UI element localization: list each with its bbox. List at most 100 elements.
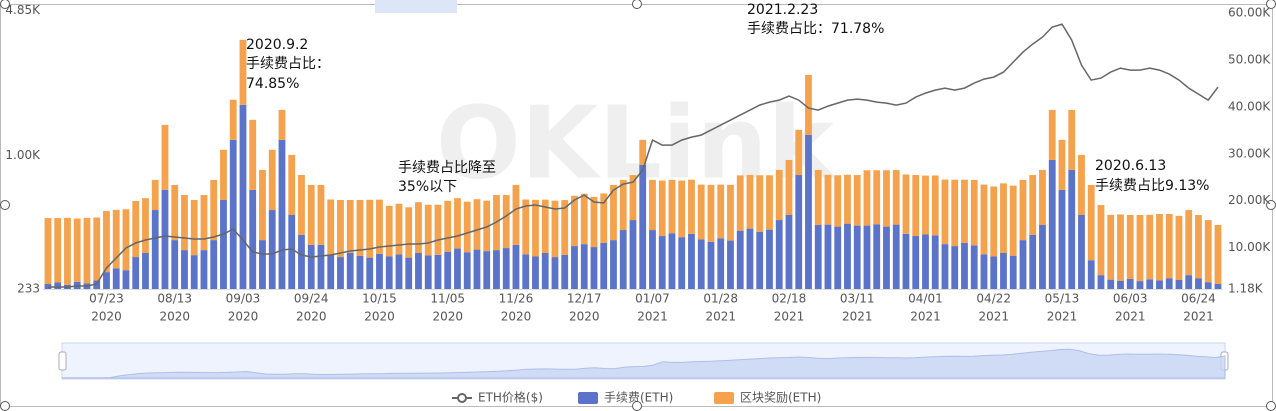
- bar: [824, 174, 832, 225]
- legend-label[interactable]: 区块奖励(ETH): [740, 391, 821, 405]
- bar: [1165, 278, 1173, 289]
- annotation: 2020.9.2: [246, 37, 308, 53]
- handle: [1266, 401, 1276, 411]
- bar: [493, 250, 500, 289]
- bar: [1214, 284, 1222, 289]
- bar: [259, 169, 266, 241]
- bar: [766, 229, 773, 289]
- bar: [970, 245, 978, 289]
- bar: [561, 200, 569, 255]
- bar: [512, 244, 520, 289]
- bar: [629, 220, 637, 289]
- handle: [632, 401, 642, 411]
- zoom-handle[interactable]: [58, 351, 67, 371]
- bar: [678, 180, 686, 238]
- x-tick-label: 2021: [1183, 310, 1214, 324]
- bar: [561, 254, 569, 289]
- bar: [395, 203, 403, 255]
- legend-marker: [457, 393, 467, 403]
- x-tick-label: 06/24: [1181, 292, 1216, 306]
- bar: [1029, 175, 1037, 235]
- bar: [473, 199, 481, 250]
- y2-tick-label: 40.00K: [1228, 99, 1271, 113]
- bar: [454, 198, 461, 249]
- bar: [190, 199, 198, 256]
- x-tick-label: 2020: [569, 310, 600, 324]
- zoom-overview: [61, 348, 1226, 379]
- x-tick-label: 02/18: [772, 292, 807, 306]
- bar: [346, 199, 354, 253]
- bar: [522, 254, 530, 289]
- bar: [610, 184, 617, 241]
- bar: [717, 238, 725, 289]
- x-tick-label: 2021: [978, 310, 1009, 324]
- bar: [1204, 282, 1212, 289]
- bar: [151, 210, 159, 289]
- y2-tick-label: 50.00K: [1228, 52, 1271, 66]
- bar: [590, 196, 598, 248]
- bar: [1165, 213, 1173, 279]
- bar: [912, 175, 920, 237]
- bar: [220, 199, 227, 289]
- bar: [317, 184, 325, 245]
- y2-tick-label: 60.00K: [1228, 6, 1271, 20]
- x-tick-label: 09/24: [294, 292, 329, 306]
- bar: [717, 184, 725, 239]
- bar: [541, 199, 549, 253]
- handle: [0, 200, 10, 210]
- bar: [151, 179, 159, 211]
- handle: [632, 0, 642, 9]
- bar: [1126, 214, 1134, 279]
- y2-tick-label: 30.00K: [1228, 146, 1271, 160]
- bar: [1009, 185, 1017, 256]
- bar: [844, 174, 851, 224]
- bar: [200, 250, 208, 289]
- x-tick-label: 10/15: [362, 292, 397, 306]
- annotation: 手续费占比：: [246, 55, 330, 72]
- bar: [220, 149, 227, 200]
- legend-label[interactable]: ETH价格($): [478, 390, 543, 405]
- bar: [268, 210, 276, 289]
- bar: [337, 199, 344, 258]
- bar: [171, 184, 179, 241]
- bar: [600, 193, 608, 243]
- bar: [532, 199, 539, 257]
- x-tick-label: 01/07: [635, 292, 670, 306]
- bar: [288, 154, 296, 215]
- bar: [1058, 189, 1066, 289]
- y2-tick-label: 20.00K: [1228, 193, 1271, 207]
- x-tick-label: 2021: [910, 310, 941, 324]
- bar: [697, 184, 705, 240]
- bar: [649, 179, 656, 231]
- y2-tick-label: 1.18K: [1228, 282, 1264, 296]
- bar: [122, 209, 130, 271]
- bar: [1078, 214, 1085, 289]
- bar: [619, 179, 627, 231]
- bar: [571, 195, 578, 247]
- bar: [415, 252, 422, 289]
- bar: [444, 251, 452, 289]
- bar: [200, 195, 208, 251]
- legend-label[interactable]: 手续费(ETH): [604, 391, 673, 405]
- bar: [873, 224, 881, 289]
- bar: [629, 175, 637, 221]
- bar: [249, 189, 257, 289]
- bar: [1146, 279, 1154, 289]
- x-tick-label: 2020: [228, 310, 259, 324]
- x-tick-label: 11/26: [499, 292, 534, 306]
- annotation: 手续费占比9.13%: [1095, 177, 1209, 194]
- bar: [1039, 169, 1046, 226]
- bar: [307, 184, 315, 245]
- bar: [103, 211, 110, 273]
- x-tick-label: 06/03: [1113, 292, 1148, 306]
- bar: [590, 247, 598, 289]
- bar: [746, 228, 754, 289]
- bar: [775, 169, 783, 221]
- legend-swatch: [578, 392, 598, 404]
- bar: [892, 224, 900, 289]
- bar: [1097, 275, 1105, 289]
- bar: [805, 134, 812, 289]
- bar: [1068, 169, 1076, 289]
- bar: [785, 214, 793, 289]
